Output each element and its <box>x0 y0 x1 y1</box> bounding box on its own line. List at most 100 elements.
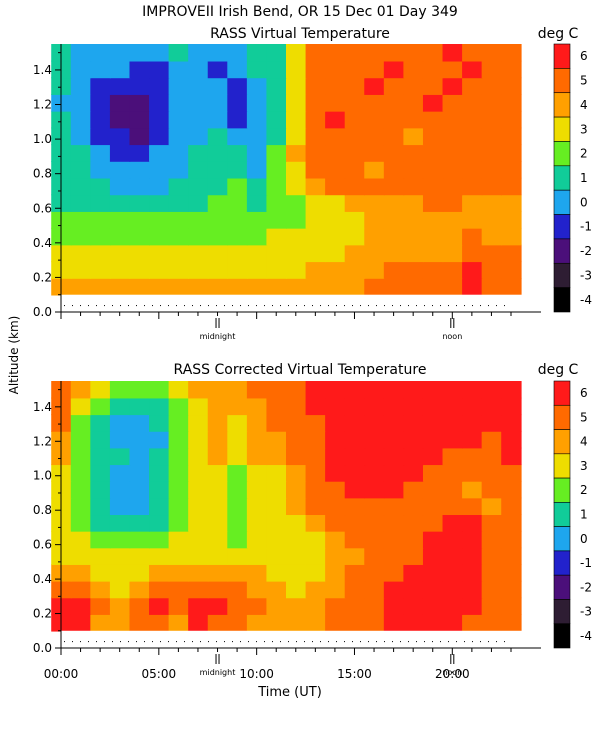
heatmap-cell <box>227 227 248 246</box>
heatmap-cell <box>403 497 424 516</box>
heatmap-cell <box>364 597 385 615</box>
heatmap-cell <box>403 614 424 632</box>
heatmap-cell <box>481 464 503 482</box>
heatmap-cell <box>305 614 326 632</box>
heatmap-cell <box>227 127 248 146</box>
heatmap-cell <box>266 177 287 196</box>
heatmap-cell <box>246 144 268 162</box>
heatmap-cell <box>501 161 522 179</box>
heatmap-cell <box>109 244 131 263</box>
heatmap-cell <box>325 480 346 499</box>
heatmap-cell <box>188 227 209 246</box>
heatmap-cell <box>305 110 326 129</box>
heatmap-cell <box>207 227 229 246</box>
heatmap-cell <box>286 547 307 565</box>
heatmap-cell <box>149 597 170 615</box>
heatmap-cell <box>246 94 268 112</box>
heatmap-cell <box>344 44 366 62</box>
heatmap-cell <box>501 60 522 79</box>
heatmap-cell <box>168 261 189 279</box>
heatmap-cell <box>207 414 229 432</box>
y-tick-label: 0.2 <box>33 607 52 621</box>
heatmap-cell <box>325 194 346 212</box>
heatmap-cell <box>266 110 287 129</box>
heatmap-cell <box>129 580 150 599</box>
colorbar-swatch <box>553 214 571 240</box>
y-tick-label: 0.4 <box>33 236 52 250</box>
heatmap-cell <box>188 614 209 632</box>
heatmap-cell <box>109 278 131 296</box>
heatmap-cell <box>207 547 229 565</box>
heatmap-cell <box>462 261 483 279</box>
heatmap-cell <box>344 177 366 196</box>
heatmap-cell <box>129 194 150 212</box>
heatmap-cell <box>266 397 287 416</box>
heatmap-cell <box>246 77 268 95</box>
heatmap-cell <box>422 127 444 146</box>
heatmap-cell <box>207 430 229 449</box>
heatmap-cell <box>403 564 424 582</box>
heatmap-cell <box>364 397 385 416</box>
heatmap-cell <box>168 530 189 549</box>
heatmap-cell <box>286 480 307 499</box>
heatmap-cell <box>383 244 405 263</box>
heatmap-cell <box>305 60 326 79</box>
heatmap-cell <box>168 77 189 95</box>
heatmap-cell <box>344 580 366 599</box>
heatmap-cell <box>305 77 326 95</box>
heatmap-cell <box>149 227 170 246</box>
colorbar-swatch <box>553 526 571 552</box>
heatmap-cell <box>481 547 503 565</box>
heatmap-cell <box>344 514 366 532</box>
heatmap-cell <box>481 60 503 79</box>
heatmap-cell <box>90 110 111 129</box>
heatmap-cell <box>70 77 92 95</box>
heatmap-cell <box>227 161 248 179</box>
heatmap-cell <box>325 597 346 615</box>
colorbar-swatch <box>553 550 571 576</box>
heatmap-cell <box>207 597 229 615</box>
heatmap-cell <box>462 430 483 449</box>
heatmap-cell <box>246 194 268 212</box>
heatmap-cell <box>501 430 522 449</box>
heatmap-cell <box>325 77 346 95</box>
heatmap-cell <box>90 447 111 466</box>
colorbar-tick-label: -1 <box>580 220 592 234</box>
colorbar-tick-label: 4 <box>580 435 588 449</box>
heatmap-cell <box>481 278 503 296</box>
colorbar-swatch <box>553 165 571 191</box>
heatmap-cell <box>325 44 346 62</box>
heatmap-cell <box>90 397 111 416</box>
heatmap-cell <box>501 381 522 399</box>
heatmap-cell <box>129 94 150 112</box>
heatmap-cell <box>90 614 111 632</box>
heatmap-cell <box>207 194 229 212</box>
heatmap-cell <box>501 127 522 146</box>
heatmap-cell <box>266 161 287 179</box>
heatmap-cell <box>90 530 111 549</box>
heatmap-cell <box>129 227 150 246</box>
heatmap-cell <box>188 94 209 112</box>
heatmap-cell <box>70 244 92 263</box>
heatmap-cell <box>149 580 170 599</box>
heatmap-cell <box>383 597 405 615</box>
heatmap-cell <box>129 514 150 532</box>
heatmap-cell <box>129 60 150 79</box>
y-tick-label: 0.6 <box>33 538 52 552</box>
heatmap-cell <box>383 44 405 62</box>
heatmap-cell <box>168 110 189 129</box>
heatmap-cell <box>90 580 111 599</box>
heatmap-cell <box>442 194 463 212</box>
heatmap-cell <box>481 530 503 549</box>
heatmap-cell <box>481 194 503 212</box>
heatmap-cell <box>286 597 307 615</box>
heatmap-cell <box>266 530 287 549</box>
heatmap-cell <box>168 177 189 196</box>
heatmap-cell <box>442 530 463 549</box>
heatmap-cell <box>462 227 483 246</box>
heatmap-cell <box>266 597 287 615</box>
heatmap-cell <box>501 77 522 95</box>
y-tick-label: 1.2 <box>33 98 52 112</box>
colorbar-tick-label: 2 <box>580 147 588 161</box>
